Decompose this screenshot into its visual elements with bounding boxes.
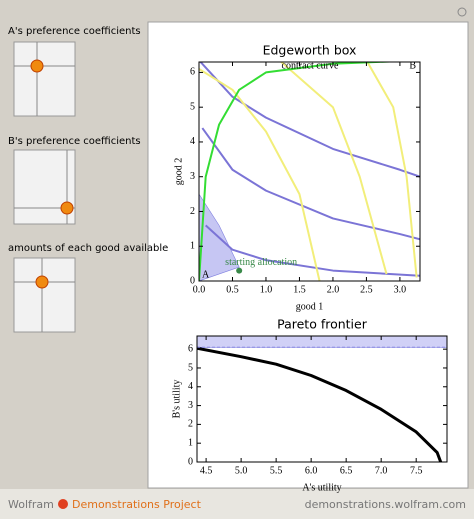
x-tick-label: 7.5 <box>410 465 423 476</box>
annotation: A <box>202 269 210 280</box>
y-tick-label: 5 <box>188 362 193 373</box>
area <box>197 336 447 348</box>
footer-logo <box>58 499 68 509</box>
x-tick-label: 6.5 <box>340 465 353 476</box>
y-tick-label: 4 <box>188 381 193 392</box>
footer-url[interactable]: demonstrations.wolfram.com <box>305 498 466 511</box>
y-axis-label: good 2 <box>173 158 184 186</box>
footer-brand: Wolfram <box>8 498 54 511</box>
y-tick-label: 3 <box>190 171 195 182</box>
y-tick-label: 6 <box>188 343 193 354</box>
plot-area <box>199 62 420 281</box>
x-tick-label: 4.5 <box>200 465 213 476</box>
x-axis-label: A's utility <box>302 482 341 493</box>
x-tick-label: 7.0 <box>375 465 388 476</box>
control-label: amounts of each good available <box>8 243 168 254</box>
x-tick-label: 0.5 <box>226 284 239 295</box>
control-label: A's preference coefficients <box>8 26 141 37</box>
slider-pad[interactable] <box>13 41 76 117</box>
options-button[interactable] <box>457 7 467 17</box>
curve <box>205 224 420 277</box>
annotation: B <box>409 60 416 71</box>
slider-thumb[interactable] <box>60 201 74 215</box>
curve <box>199 62 420 178</box>
y-tick-label: 6 <box>190 67 195 78</box>
chart-title: Edgeworth box <box>263 43 357 58</box>
annotation: contract curve <box>282 60 339 71</box>
footer <box>0 489 474 519</box>
y-tick-label: 2 <box>190 206 195 217</box>
curve <box>279 62 388 275</box>
slider-thumb[interactable] <box>35 275 49 289</box>
curve <box>201 127 420 241</box>
x-axis-label: good 1 <box>296 301 324 312</box>
x-tick-label: 6.0 <box>305 465 318 476</box>
y-tick-label: 0 <box>190 275 195 286</box>
frame <box>198 61 421 282</box>
x-tick-label: 2.5 <box>360 284 373 295</box>
y-tick-label: 4 <box>190 136 195 147</box>
x-tick-label: 1.5 <box>293 284 306 295</box>
x-tick-label: 5.5 <box>270 465 283 476</box>
curve <box>197 346 443 462</box>
x-tick-label: 1.0 <box>260 284 273 295</box>
curve <box>199 68 321 281</box>
allocation-point[interactable] <box>236 267 243 274</box>
slider-pad[interactable] <box>13 257 76 333</box>
x-tick-label: 0.0 <box>193 284 206 295</box>
slider-thumb[interactable] <box>30 59 44 73</box>
y-tick-label: 1 <box>190 241 195 252</box>
x-tick-label: 2.0 <box>327 284 340 295</box>
y-tick-label: 2 <box>188 419 193 430</box>
y-tick-label: 1 <box>188 437 193 448</box>
y-tick-label: 0 <box>188 456 193 467</box>
y-tick-label: 5 <box>190 101 195 112</box>
point-label: starting allocation <box>225 257 297 268</box>
control-label: B's preference coefficients <box>8 136 141 147</box>
y-tick-label: 3 <box>188 400 193 411</box>
chart-title: Pareto frontier <box>277 317 368 332</box>
frame <box>196 335 448 463</box>
x-tick-label: 5.0 <box>235 465 248 476</box>
curve <box>366 62 418 278</box>
y-axis-label: B's utility <box>171 380 182 419</box>
x-tick-label: 3.0 <box>394 284 407 295</box>
footer-project: Demonstrations Project <box>72 498 202 511</box>
